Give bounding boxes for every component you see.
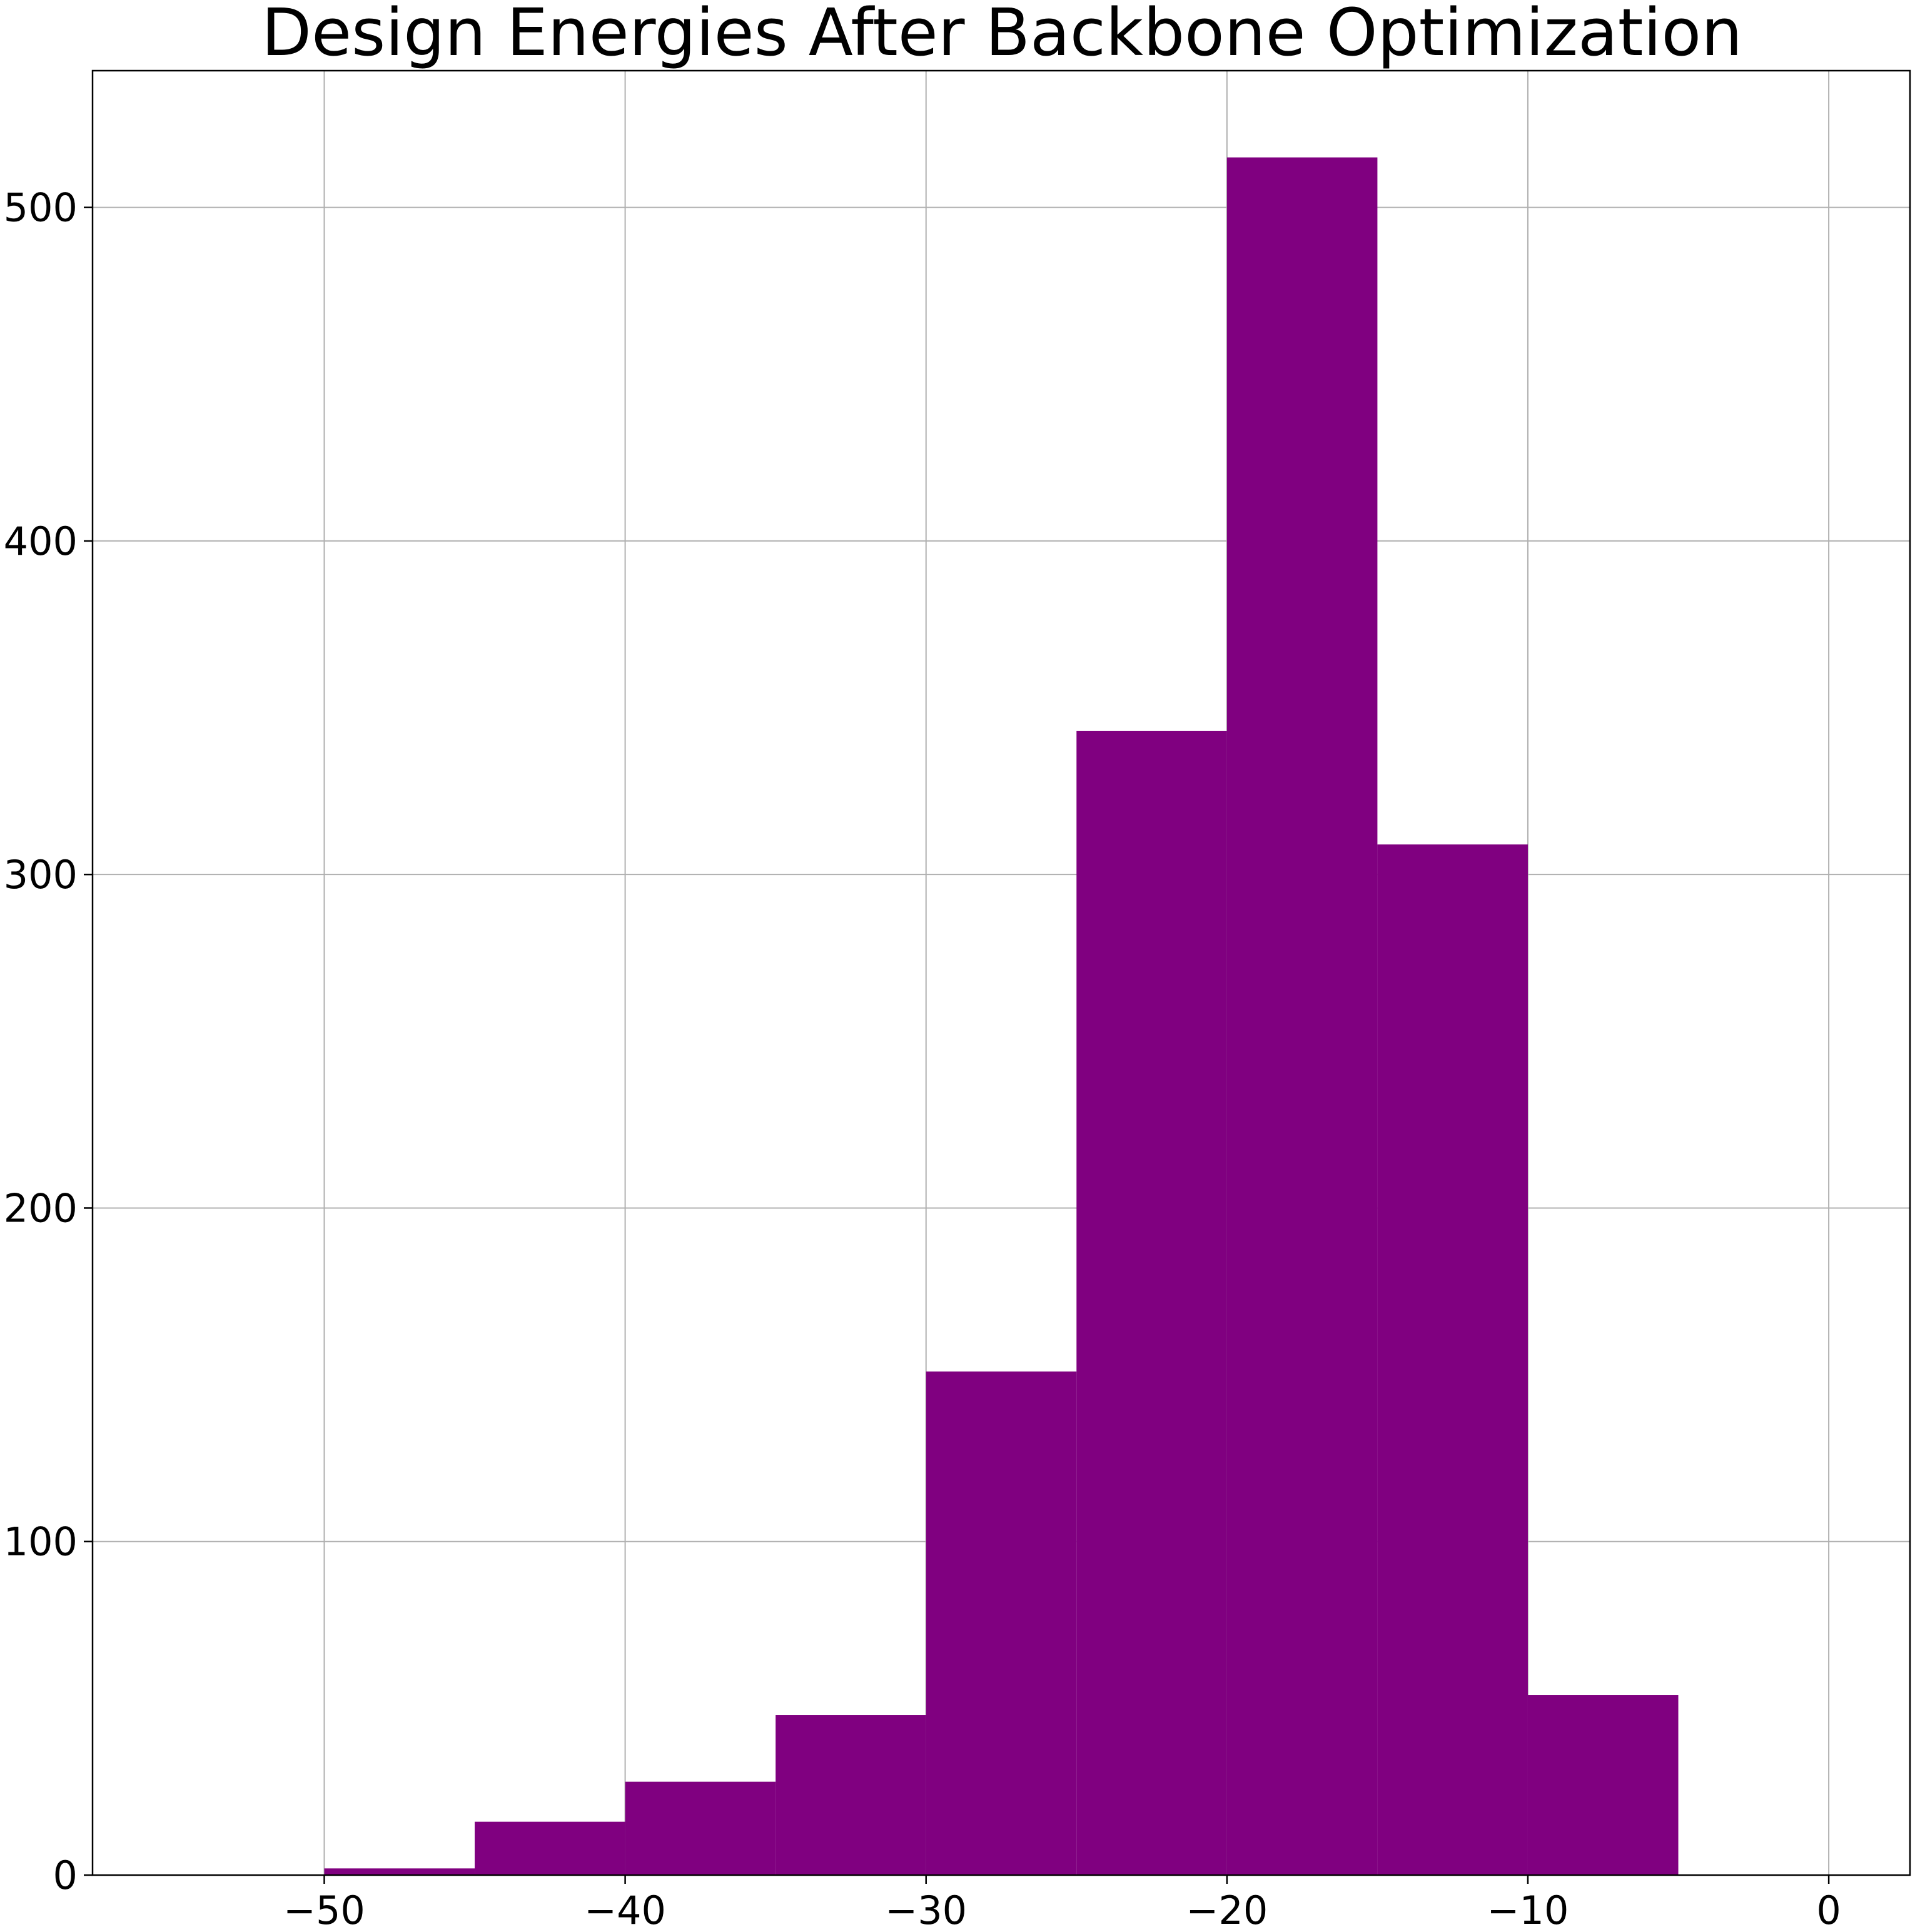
x-tick-label: −50 (283, 1888, 365, 1932)
y-tick-label: 100 (4, 1519, 78, 1565)
y-tick-label: 300 (4, 852, 78, 898)
y-axis-tick-labels: 0 100 200 300 400 500 (4, 185, 78, 1898)
x-tick-label: −30 (885, 1888, 967, 1932)
y-tick-label: 200 (4, 1185, 78, 1231)
x-tick-label: −40 (584, 1888, 666, 1932)
chart-title: Design Energies After Backbone Optimizat… (261, 0, 1742, 71)
histogram-bar (1527, 1695, 1679, 1875)
x-axis-tick-labels: −50 −40 −30 −20 −10 0 (283, 1888, 1841, 1932)
axis-ticks (84, 206, 1830, 1884)
histogram-bar (926, 1371, 1077, 1875)
histogram-bars (324, 157, 1679, 1876)
x-tick-label: −20 (1186, 1888, 1268, 1932)
histogram-bar (475, 1821, 625, 1875)
histogram-bar (776, 1715, 926, 1875)
histogram-bar (625, 1781, 776, 1875)
plot-area-frame (91, 69, 1911, 1876)
y-tick-label: 500 (4, 185, 78, 231)
histogram-bar (1377, 844, 1528, 1875)
y-tick-label: 0 (53, 1853, 78, 1898)
y-tick-label: 400 (4, 518, 78, 564)
histogram-bar (1076, 731, 1227, 1875)
x-tick-label: −10 (1487, 1888, 1569, 1932)
histogram-bar (324, 1868, 475, 1875)
x-tick-label: 0 (1816, 1888, 1841, 1932)
histogram-bar (1226, 157, 1378, 1876)
